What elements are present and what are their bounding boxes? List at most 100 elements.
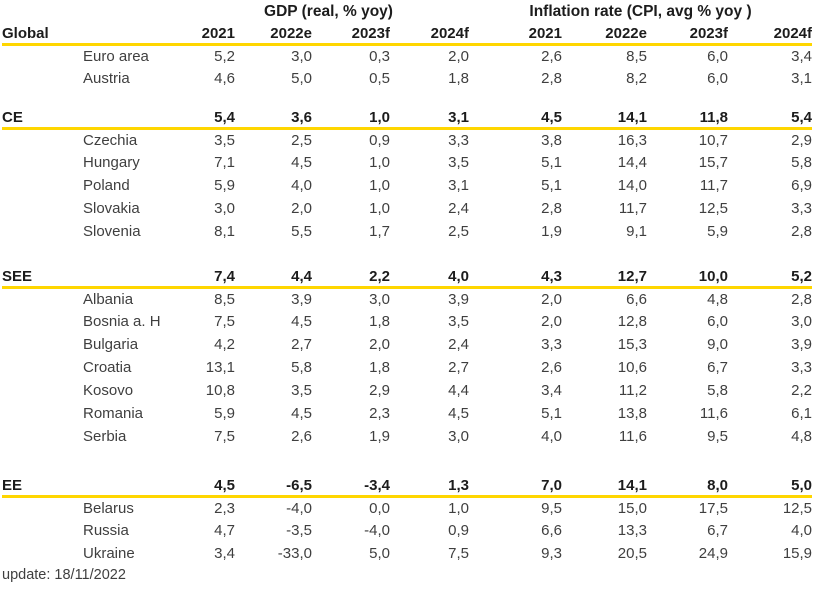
- country-cpi-value-0: 2,0: [541, 313, 562, 330]
- country-cpi-value-1: 9,1: [626, 223, 647, 240]
- section-cpi-value-0: 4,5: [469, 108, 562, 130]
- country-gdp-value-2: 0,9: [369, 131, 390, 149]
- section-label: SEE: [2, 267, 188, 289]
- country-label: Romania: [83, 405, 144, 422]
- section-gdp-value-2: 1,0: [312, 108, 390, 130]
- country-gdp-value-2: 1,0: [369, 177, 390, 194]
- country-cpi-value-3: 5,8: [791, 154, 813, 171]
- section-gdp-value-3: 3,1: [390, 108, 469, 130]
- section-cpi-value-1: 14,1: [562, 476, 647, 498]
- country-gdp-value-0: 5,2: [214, 47, 235, 65]
- country-cpi-value-3: 15,9: [782, 545, 813, 562]
- country-cpi-value-0: 9,3: [541, 545, 562, 562]
- country-cpi-value-3: 3,1: [791, 70, 813, 87]
- country-label: Austria: [83, 70, 130, 87]
- spacer-row: [2, 243, 812, 267]
- section-gdp-value-0: 4,5: [188, 476, 235, 498]
- country-gdp-value-2: 1,8: [369, 359, 390, 376]
- section-cpi-value-0: 4,3: [469, 267, 562, 289]
- country-gdp-value-3: 3,5: [448, 313, 469, 330]
- country-cpi-value-1: 20,5: [617, 545, 647, 562]
- section-cpi-value-1: 14,1: [562, 108, 647, 130]
- spacer-row: [2, 90, 812, 108]
- country-cpi-value-2: 11,6: [699, 405, 728, 422]
- country-cpi-value-1: 16,3: [617, 131, 647, 149]
- country-cpi-value-0: 2,6: [541, 47, 562, 65]
- inflation-group-header: Inflation rate (CPI, avg % yoy ): [529, 3, 752, 20]
- country-label: Ukraine: [83, 545, 135, 562]
- country-cpi-value-0: 3,4: [541, 382, 562, 399]
- country-row: Austria 4,6 5,0 0,5 1,8 2,8 8,2 6,0 3,1: [2, 67, 812, 90]
- spacer-cell: [2, 243, 812, 267]
- country-cpi-value-2: 6,0: [707, 47, 728, 65]
- country-row: Bulgaria 4,2 2,7 2,0 2,4 3,3 15,3 9,0 3,9: [2, 333, 812, 356]
- country-gdp-value-3: 7,5: [448, 545, 469, 562]
- country-label: Poland: [83, 177, 130, 194]
- country-cpi-value-1: 11,7: [618, 200, 647, 217]
- country-row: Bosnia a. H 7,5 4,5 1,8 3,5 2,0 12,8 6,0 3,0: [2, 310, 812, 333]
- country-gdp-value-3: 2,4: [448, 336, 469, 353]
- section-label: CE: [2, 108, 188, 130]
- country-row: Euro area 5,2 3,0 0,3 2,0 2,6 8,5 6,0 3,4: [2, 44, 812, 67]
- country-cpi-value-2: 4,8: [707, 290, 728, 308]
- country-gdp-value-2: -4,0: [364, 522, 390, 539]
- country-cpi-value-1: 10,6: [617, 359, 647, 376]
- country-gdp-value-2: 1,8: [369, 313, 390, 330]
- country-gdp-value-2: 2,3: [369, 405, 390, 422]
- country-cpi-value-3: 2,8: [791, 223, 813, 240]
- section-gdp-value-1: 4,4: [235, 267, 312, 289]
- country-cpi-value-3: 12,5: [782, 499, 813, 517]
- country-cpi-value-2: 9,0: [707, 336, 728, 353]
- country-cpi-value-0: 2,6: [541, 359, 562, 376]
- country-gdp-value-3: 3,1: [448, 177, 469, 194]
- section-row-see: SEE 7,4 4,4 2,2 4,0 4,3 12,7 10,0 5,2: [2, 267, 813, 289]
- country-cpi-value-1: 11,6: [618, 428, 647, 445]
- update-note: update: 18/11/2022: [2, 566, 126, 583]
- country-gdp-value-2: 5,0: [369, 545, 390, 562]
- section-gdp-value-0: 7,4: [188, 267, 235, 289]
- country-gdp-value-2: 0,3: [369, 47, 390, 65]
- country-gdp-value-0: 3,5: [214, 131, 235, 149]
- cpi-year-2022e: 2022e: [562, 24, 647, 46]
- country-gdp-value-0: 8,1: [214, 223, 235, 240]
- country-gdp-value-0: 3,4: [214, 545, 235, 562]
- section-gdp-value-3: 4,0: [390, 267, 469, 289]
- country-gdp-value-3: 2,7: [448, 359, 469, 376]
- country-gdp-value-1: 2,0: [291, 200, 312, 217]
- country-gdp-value-1: -33,0: [277, 545, 312, 562]
- country-cpi-value-2: 5,9: [707, 223, 728, 240]
- gdp-year-2023f: 2023f: [312, 24, 390, 46]
- country-gdp-value-1: 3,0: [291, 47, 312, 65]
- section-cpi-value-3: 5,0: [728, 476, 813, 498]
- country-row: Romania 5,9 4,5 2,3 4,5 5,1 13,8 11,6 6,1: [2, 402, 812, 425]
- country-cpi-value-2: 10,7: [698, 131, 728, 149]
- country-row: Russia 4,7 -3,5 -4,0 0,9 6,6 13,3 6,7 4,0: [2, 519, 812, 542]
- country-gdp-value-3: 4,5: [448, 405, 469, 422]
- country-label: Albania: [83, 290, 134, 308]
- country-gdp-value-1: 5,8: [291, 359, 312, 376]
- country-gdp-value-2: 1,0: [369, 154, 390, 171]
- country-cpi-value-3: 3,3: [791, 200, 813, 217]
- country-gdp-value-1: 4,5: [291, 313, 312, 330]
- country-cpi-value-0: 5,1: [541, 154, 562, 171]
- country-gdp-value-0: 7,5: [214, 313, 235, 330]
- country-gdp-value-1: -3,5: [286, 522, 312, 539]
- country-row: Albania 8,5 3,9 3,0 3,9 2,0 6,6 4,8 2,8: [2, 287, 812, 310]
- country-label: Bulgaria: [83, 336, 139, 353]
- country-gdp-value-0: 10,8: [205, 382, 235, 399]
- country-cpi-value-1: 12,8: [617, 313, 647, 330]
- country-gdp-value-1: 2,7: [291, 336, 312, 353]
- country-gdp-value-3: 1,8: [448, 70, 469, 87]
- country-gdp-value-3: 1,0: [448, 499, 469, 517]
- country-cpi-value-3: 3,3: [791, 359, 813, 376]
- country-cpi-value-3: 2,2: [791, 382, 813, 399]
- country-label: Slovenia: [83, 223, 141, 240]
- country-gdp-value-1: 2,6: [291, 428, 312, 445]
- section-cpi-value-2: 10,0: [647, 267, 728, 289]
- country-cpi-value-0: 4,0: [541, 428, 562, 445]
- country-label: Russia: [83, 522, 129, 539]
- country-cpi-value-1: 13,8: [617, 405, 647, 422]
- country-cpi-value-2: 6,7: [707, 522, 728, 539]
- country-cpi-value-0: 2,8: [541, 200, 562, 217]
